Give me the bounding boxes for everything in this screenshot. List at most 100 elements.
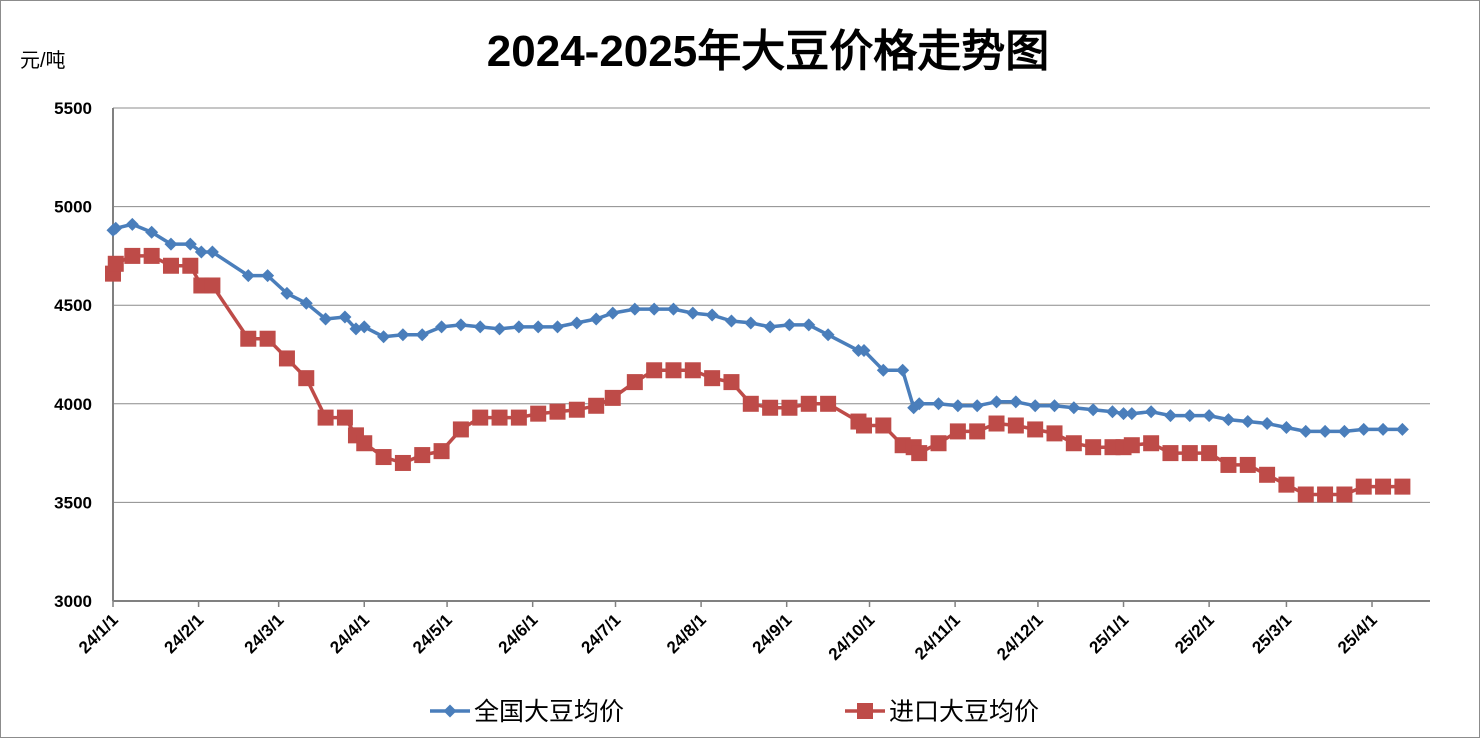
data-point-square bbox=[626, 374, 643, 391]
legend-item: 全国大豆均价 bbox=[430, 698, 624, 726]
data-point-diamond bbox=[443, 704, 457, 718]
data-point-square bbox=[433, 443, 450, 460]
data-point-diamond bbox=[1125, 407, 1139, 421]
data-point-square bbox=[781, 399, 798, 416]
data-point-diamond bbox=[606, 306, 620, 320]
data-point-diamond bbox=[512, 320, 526, 334]
data-point-diamond bbox=[473, 320, 487, 334]
data-point-diamond bbox=[932, 397, 946, 411]
data-point-square bbox=[107, 255, 124, 272]
data-point-diamond bbox=[1183, 409, 1197, 423]
data-point-diamond bbox=[109, 221, 123, 235]
y-tick-labels: 3000 3500 4000 4500 5000 5500 bbox=[54, 99, 92, 611]
data-point-square bbox=[530, 405, 547, 422]
data-point-diamond bbox=[1395, 422, 1409, 436]
data-point-diamond bbox=[1202, 409, 1216, 423]
series-import-avg bbox=[105, 247, 1411, 503]
data-point-square bbox=[684, 362, 701, 379]
chart-title: 2024-2025年大豆价格走势图 bbox=[487, 27, 1049, 76]
data-point-diamond bbox=[299, 296, 313, 310]
data-point-square bbox=[742, 395, 759, 412]
data-point-square bbox=[375, 449, 392, 466]
data-point-diamond bbox=[183, 237, 197, 251]
data-point-diamond bbox=[493, 322, 507, 336]
data-point-diamond bbox=[1376, 422, 1390, 436]
data-point-diamond bbox=[261, 269, 275, 283]
data-point-diamond bbox=[686, 306, 700, 320]
data-point-square bbox=[549, 403, 566, 420]
data-point-square bbox=[704, 370, 721, 387]
data-point-diamond bbox=[1299, 424, 1313, 438]
data-point-diamond bbox=[990, 395, 1004, 409]
data-point-square bbox=[1375, 478, 1392, 495]
data-point-diamond bbox=[164, 237, 178, 251]
data-point-square bbox=[394, 454, 411, 471]
data-point-diamond bbox=[782, 318, 796, 332]
data-point-square bbox=[723, 374, 740, 391]
data-point-square bbox=[1007, 417, 1024, 434]
data-point-square bbox=[568, 401, 585, 418]
data-point-diamond bbox=[647, 302, 661, 316]
data-point-diamond bbox=[857, 344, 871, 358]
data-point-diamond bbox=[1163, 409, 1177, 423]
data-point-square bbox=[1181, 445, 1198, 462]
data-point-square bbox=[356, 435, 373, 452]
data-point-diamond bbox=[319, 312, 333, 326]
data-point-diamond bbox=[280, 286, 294, 300]
data-point-diamond bbox=[1105, 405, 1119, 419]
data-point-square bbox=[1065, 435, 1082, 452]
data-point-square bbox=[588, 397, 605, 414]
series-lines bbox=[105, 217, 1411, 503]
data-point-diamond bbox=[454, 318, 468, 332]
data-point-diamond bbox=[951, 399, 965, 413]
data-point-diamond bbox=[531, 320, 545, 334]
y-tick-label: 5500 bbox=[54, 99, 92, 118]
data-point-diamond bbox=[628, 302, 642, 316]
data-point-diamond bbox=[551, 320, 565, 334]
data-point-square bbox=[1046, 425, 1063, 442]
data-point-square bbox=[1297, 486, 1314, 503]
axes bbox=[112, 108, 1430, 607]
data-point-square bbox=[124, 247, 141, 264]
data-point-square bbox=[452, 421, 469, 438]
data-point-diamond bbox=[338, 310, 352, 324]
data-point-diamond bbox=[1067, 401, 1081, 415]
data-point-square bbox=[1336, 486, 1353, 503]
data-point-square bbox=[930, 435, 947, 452]
data-point-diamond bbox=[970, 399, 984, 413]
data-point-square bbox=[240, 330, 257, 347]
data-point-diamond bbox=[666, 302, 680, 316]
data-point-diamond bbox=[377, 330, 391, 344]
data-point-square bbox=[259, 330, 276, 347]
data-point-square bbox=[298, 370, 315, 387]
data-point-square bbox=[1027, 421, 1044, 438]
data-point-diamond bbox=[876, 363, 890, 377]
data-point-square bbox=[1239, 456, 1256, 473]
data-point-diamond bbox=[1318, 424, 1332, 438]
data-point-square bbox=[491, 409, 508, 426]
data-point-diamond bbox=[802, 318, 816, 332]
data-point-diamond bbox=[724, 314, 738, 328]
data-point-square bbox=[875, 417, 892, 434]
data-point-square bbox=[1123, 437, 1140, 454]
gridlines bbox=[113, 107, 1430, 503]
data-point-diamond bbox=[241, 269, 255, 283]
series-national-avg bbox=[106, 217, 1409, 438]
data-point-diamond bbox=[435, 320, 449, 334]
data-point-square bbox=[857, 703, 873, 719]
data-point-diamond bbox=[570, 316, 584, 330]
data-point-square bbox=[665, 362, 682, 379]
data-point-square bbox=[1201, 445, 1218, 462]
data-point-diamond bbox=[1279, 420, 1293, 434]
data-point-diamond bbox=[205, 245, 219, 259]
data-point-diamond bbox=[194, 245, 208, 259]
legend-label: 进口大豆均价 bbox=[889, 698, 1039, 726]
data-point-square bbox=[336, 409, 353, 426]
y-tick-label: 3000 bbox=[54, 592, 92, 611]
data-point-square bbox=[646, 362, 663, 379]
data-point-square bbox=[204, 277, 221, 294]
data-point-diamond bbox=[125, 217, 139, 231]
data-point-square bbox=[1162, 445, 1179, 462]
